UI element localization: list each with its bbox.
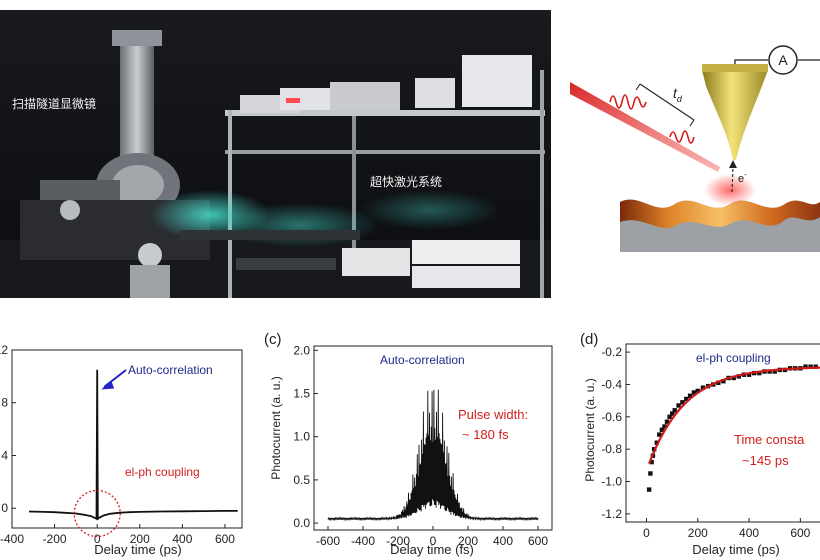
chart-c-ylabel: Photocurrent (a. u.) — [269, 376, 283, 479]
panel-c-letter: (c) — [264, 331, 282, 348]
laser-system-label: 超快激光系统 — [370, 174, 442, 189]
chart-a-ytick-label: 0 — [1, 501, 8, 515]
lab-photo: 扫描隧道显微镜 超快激光系统 — [0, 10, 551, 298]
chart-d-ylabel: Photocurrent (a. u.) — [583, 378, 597, 481]
chart-a-arrow-head — [101, 380, 115, 390]
chart-a-series-line — [28, 369, 238, 521]
chart-d-point — [659, 427, 665, 432]
chart-d-point — [670, 411, 675, 416]
chart-d-ytick-label: -0.6 — [601, 410, 622, 424]
chart-a-svg: -400-200020040060004812 Delay time (ps) … — [0, 343, 243, 557]
schematic-drawing: A td e- — [570, 45, 820, 252]
chart-d-svg: 0 200 400 600 -1.2 -1.0 -0.8 -0.6 -0.4 -0.2 (d) P… — [580, 331, 820, 557]
chart-d-point — [721, 379, 726, 384]
chart-a-ytick-label: 12 — [0, 343, 8, 357]
chart-a-xtick-label: 0 — [94, 532, 101, 546]
chart-d-point — [691, 390, 697, 395]
lab-photo-image: 扫描隧道显微镜 超快激光系统 — [0, 10, 551, 298]
chart-a-frame — [11, 349, 243, 529]
delay-symbol: td — [673, 85, 683, 104]
chart-d-point — [687, 393, 693, 398]
chart-d-xtick-label: 600 — [790, 526, 810, 540]
chart-c-xtick-label: 200 — [458, 534, 478, 548]
chart-d-ytick-label: -1.2 — [601, 507, 622, 521]
chart-d-point — [772, 369, 777, 374]
chart-c-svg: -600 -400 -200 0 200 400 600 0.0 0.5 1.0 1.5 2.0 (c… — [264, 331, 553, 557]
chart-c-xtick-label: 400 — [493, 534, 513, 548]
chart-d-ytick-label: -0.4 — [601, 377, 622, 391]
chart-a-xtick-label: 400 — [172, 532, 192, 546]
chart-c-ytick-label: 1.0 — [293, 430, 310, 444]
chart-d-xtick-label: 400 — [739, 526, 759, 540]
stm-tip — [702, 70, 768, 160]
chart-d-point — [646, 487, 652, 492]
ammeter-label: A — [778, 52, 788, 68]
chart-d-ytick-label: -0.8 — [601, 442, 622, 456]
chart-panel-a: -400-200020040060004812 Delay time (ps) … — [0, 318, 248, 560]
chart-c-ytick-label: 0.5 — [293, 473, 310, 487]
chart-a-annotation-autocorrelation: Auto-correlation — [128, 363, 213, 377]
chart-d-point — [676, 403, 681, 408]
sample-surface — [620, 199, 820, 228]
chart-d-point — [667, 414, 672, 419]
chart-d-point — [746, 372, 752, 377]
chart-c-frame — [313, 345, 553, 531]
chart-d-annotation-time-value: ~145 ps — [742, 453, 789, 468]
chart-d-point — [803, 364, 808, 369]
chart-d-point — [662, 424, 667, 429]
chart-d-point — [808, 364, 813, 369]
chart-c-annotation-pulse-value: ~ 180 fs — [462, 427, 509, 442]
chart-c-xtick-label: -400 — [351, 534, 375, 548]
chart-c-xtick-label: -200 — [386, 534, 410, 548]
chart-d-point — [654, 440, 659, 445]
chart-d-point — [680, 400, 685, 405]
electron-label: e- — [738, 170, 747, 185]
chart-d-xtick-label: 0 — [643, 526, 650, 540]
chart-a-xtick-label: 600 — [215, 532, 235, 546]
chart-d-point — [757, 370, 762, 376]
chart-a-xtick-label: -200 — [43, 532, 67, 546]
chart-d-annotation-time-constant: Time consta — [734, 432, 805, 447]
chart-d-fit-line — [648, 366, 820, 465]
chart-d-frame — [625, 343, 820, 523]
chart-c-xlabel: Delay time (fs) — [390, 542, 474, 557]
chart-c-annotation-pulse-width: Pulse width: — [458, 407, 528, 422]
chart-c-ytick-label: 1.5 — [293, 387, 310, 401]
chart-a-xtick-label: 200 — [130, 532, 150, 546]
chart-c-xtick-label: 0 — [430, 534, 437, 548]
panel-d-letter: (d) — [580, 331, 598, 348]
chart-d-ytick-label: -0.2 — [601, 345, 622, 359]
chart-a-ytick-label: 4 — [1, 448, 8, 462]
chart-d-annotation-elph: el-ph coupling — [696, 351, 771, 365]
chart-panel-d: 0 200 400 600 -1.2 -1.0 -0.8 -0.6 -0.4 -0.2 (d) P… — [578, 318, 820, 560]
chart-d-point — [695, 388, 700, 394]
chart-a-ytick-label: 8 — [1, 396, 8, 410]
chart-a-annotation-elph: el-ph coupling — [125, 465, 200, 479]
chart-c-xtick-label: -600 — [316, 534, 340, 548]
schematic: A td e- — [570, 42, 820, 262]
chart-a-xlabel: Delay time (ps) — [94, 542, 181, 557]
chart-c-series-line — [327, 389, 539, 522]
chart-c-xtick-label: 600 — [528, 534, 548, 548]
stm-label: 扫描隧道显微镜 — [12, 96, 96, 111]
chart-d-ytick-label: -1.0 — [601, 475, 622, 489]
chart-d-point — [664, 419, 670, 424]
chart-panel-c: -600 -400 -200 0 200 400 600 0.0 0.5 1.0 1.5 2.0 (c… — [262, 318, 562, 560]
chart-d-point — [700, 385, 706, 390]
chart-c-annotation-autocorrelation: Auto-correlation — [380, 353, 465, 367]
chart-d-point — [649, 459, 654, 465]
chart-c-ytick-label: 2.0 — [293, 343, 310, 357]
chart-d-point — [731, 375, 736, 381]
chart-d-point — [672, 408, 677, 413]
chart-d-xlabel: Delay time (ps) — [692, 542, 779, 557]
chart-d-point — [657, 432, 662, 437]
chart-d-xtick-label: 200 — [688, 526, 708, 540]
laser-beam — [570, 82, 720, 172]
ammeter-icon — [768, 45, 798, 75]
chart-a-xtick-label: -400 — [0, 532, 24, 546]
chart-d-point — [648, 471, 653, 476]
chart-c-ytick-label: 0.0 — [293, 516, 310, 530]
chart-d-point — [684, 396, 689, 402]
